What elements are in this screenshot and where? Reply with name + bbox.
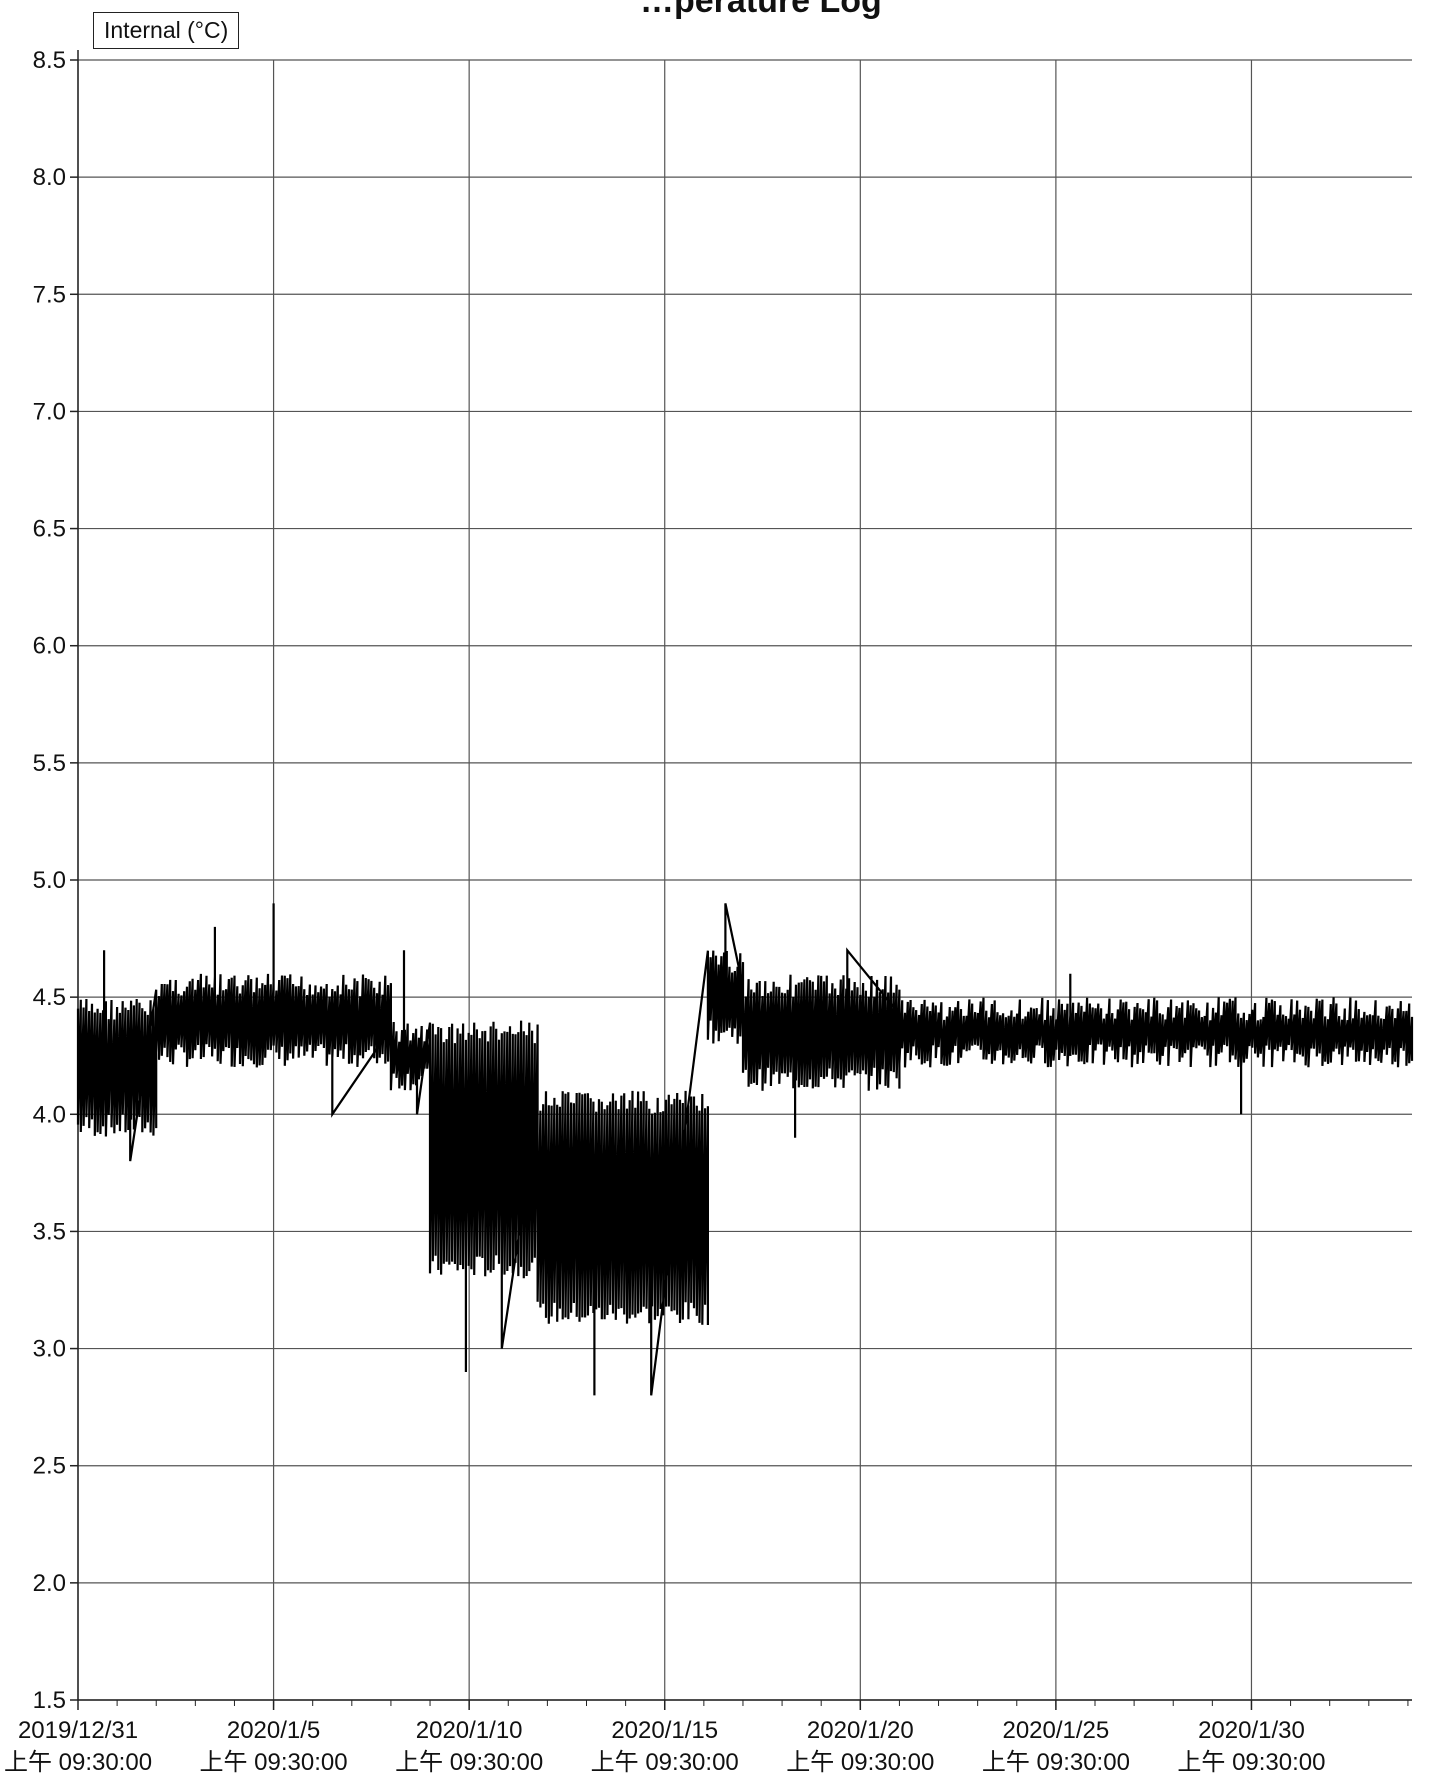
y-tick-label: 5.5: [33, 750, 66, 777]
legend-entry: Internal (°C): [93, 12, 240, 49]
y-tick-label: 5.0: [33, 867, 66, 894]
y-tick-label: 4.5: [33, 984, 66, 1011]
x-tick-label-date: 2020/1/10: [416, 1717, 523, 1744]
series-line-internal: [76, 903, 1414, 1396]
axes: [70, 50, 1412, 1710]
y-tick-label: 7.0: [33, 398, 66, 425]
y-tick-label: 8.5: [33, 47, 66, 74]
y-tick-label: 2.0: [33, 1570, 66, 1597]
x-tick-label-date: 2020/1/5: [227, 1717, 320, 1744]
y-tick-label: 1.5: [33, 1687, 66, 1714]
y-tick-label: 6.0: [33, 633, 66, 660]
y-tick-label: 3.5: [33, 1218, 66, 1245]
x-tick-label-time: 上午 09:30:00: [591, 1749, 739, 1774]
x-tick-label-date: 2020/1/15: [611, 1717, 718, 1744]
y-tick-label: 8.0: [33, 164, 66, 191]
y-tick-labels: 1.5 2.0 2.5 3.0 3.5 4.0 4.5 5.0 5.5 6.0 6.5 7.0 7.5 8…: [33, 47, 66, 1714]
x-tick-label-date: 2020/1/30: [1198, 1717, 1305, 1744]
y-tick-label: 6.5: [33, 516, 66, 543]
x-tick-label-time: 上午 09:30:00: [4, 1749, 152, 1774]
x-tick-label-time: 上午 09:30:00: [786, 1749, 934, 1774]
x-tick-labels: 2019/12/31 上午 09:30:00 2020/1/5 上午 09:30:00…: [4, 1717, 1326, 1774]
y-tick-label: 4.0: [33, 1101, 66, 1128]
x-tick-label-date: 2020/1/20: [807, 1717, 914, 1744]
x-tick-label-date: 2020/1/25: [1002, 1717, 1109, 1744]
grid: [77, 59, 1412, 1701]
x-tick-label-time: 上午 09:30:00: [200, 1749, 348, 1774]
x-tick-label-time: 上午 09:30:00: [395, 1749, 543, 1774]
x-tick-label-time: 上午 09:30:00: [1177, 1749, 1325, 1774]
y-tick-label: 3.0: [33, 1336, 66, 1363]
x-tick-label-date: 2019/12/31: [18, 1717, 138, 1744]
y-tick-label: 7.5: [33, 281, 66, 308]
chart-title: …perature Log: [640, 0, 882, 20]
y-tick-label: 2.5: [33, 1453, 66, 1480]
series-internal: [76, 903, 1414, 1396]
x-tick-label-time: 上午 09:30:00: [982, 1749, 1130, 1774]
